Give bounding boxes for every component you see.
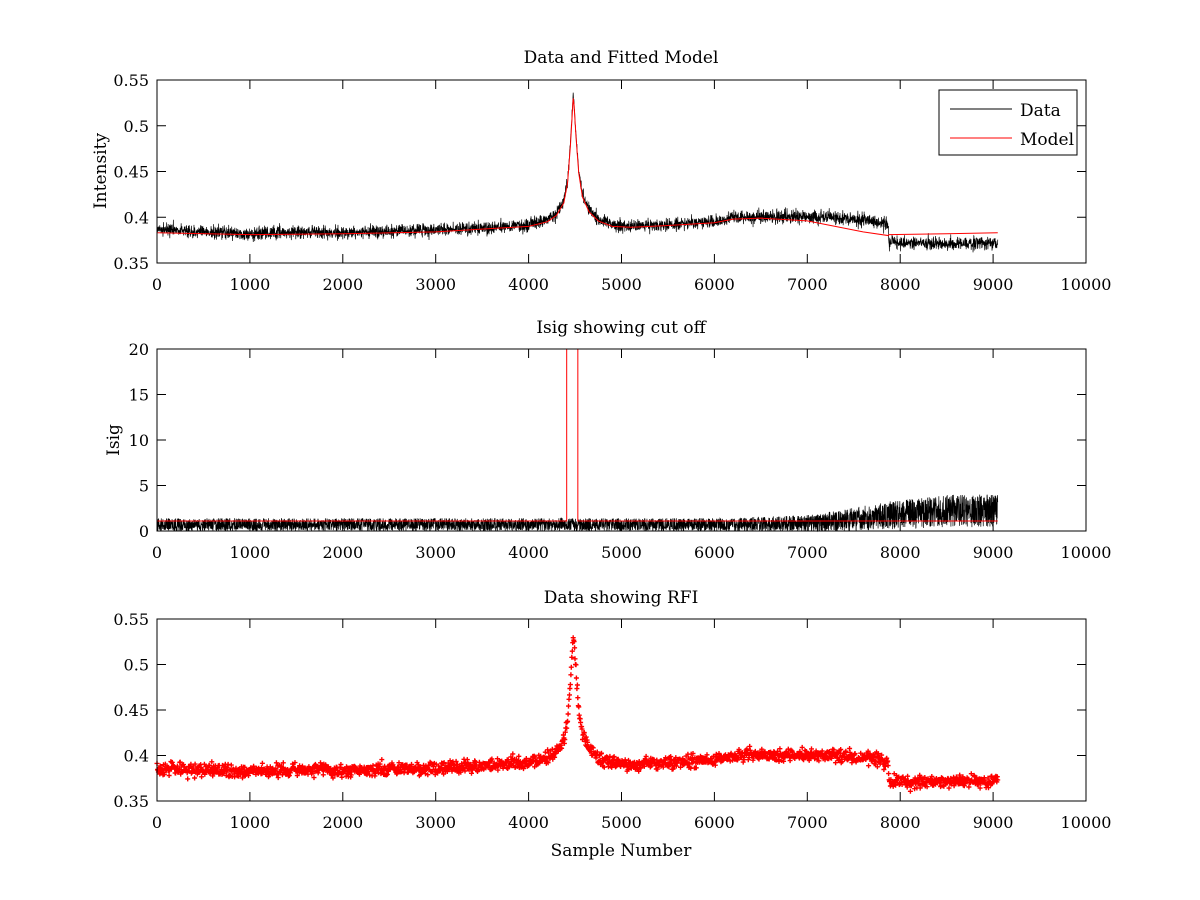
y-tick-label: 0 xyxy=(139,522,149,541)
y-tick-label: 15 xyxy=(129,386,149,405)
x-tick-label: 3000 xyxy=(415,543,456,562)
panel-rfi-title: Data showing RFI xyxy=(544,588,699,608)
y-tick-label: 10 xyxy=(129,431,149,450)
x-tick-label: 5000 xyxy=(601,543,642,562)
panel-isig-plot xyxy=(156,348,999,533)
legend-label-model: Model xyxy=(1020,130,1074,150)
x-tick-label: 0 xyxy=(152,543,162,562)
y-tick-label: 0.5 xyxy=(124,117,149,136)
x-tick-label: 0 xyxy=(152,813,162,832)
x-tick-label: 7000 xyxy=(787,543,828,562)
panel-intensity-title: Data and Fitted Model xyxy=(524,48,719,68)
panel-isig-title: Isig showing cut off xyxy=(536,318,707,338)
x-tick-label: 2000 xyxy=(322,275,363,294)
legend-label-data: Data xyxy=(1020,101,1061,121)
y-tick-label: 5 xyxy=(139,477,149,496)
x-tick-label: 8000 xyxy=(880,813,921,832)
x-tick-label: 10000 xyxy=(1061,275,1112,294)
y-tick-label: 0.4 xyxy=(124,747,149,766)
x-tick-label: 6000 xyxy=(694,275,735,294)
x-tick-label: 9000 xyxy=(973,813,1014,832)
legend: Data Model xyxy=(938,89,1078,156)
x-tick-label: 8000 xyxy=(880,275,921,294)
y-tick-label: 0.45 xyxy=(113,701,149,720)
panel-rfi-xlabel: Sample Number xyxy=(551,841,693,861)
x-tick-label: 6000 xyxy=(694,543,735,562)
x-tick-label: 7000 xyxy=(787,813,828,832)
y-tick-label: 0.55 xyxy=(113,610,149,629)
x-tick-label: 8000 xyxy=(880,543,921,562)
series-isig-line xyxy=(156,494,999,533)
y-tick-label: 0.35 xyxy=(113,792,149,811)
x-tick-label: 4000 xyxy=(508,813,549,832)
panel-rfi: Data showing RFI Sample Number 0 1000 2000… xyxy=(113,588,1111,861)
x-tick-label: 0 xyxy=(152,275,162,294)
y-tick-label: 0.4 xyxy=(124,208,149,227)
y-tick-label: 0.45 xyxy=(113,163,149,182)
panel-rfi-frame xyxy=(156,618,1087,802)
panel-intensity: Data and Fitted Model Intensity 0 1000 200… xyxy=(91,48,1111,294)
x-tick-label: 7000 xyxy=(787,275,828,294)
x-tick-label: 3000 xyxy=(415,813,456,832)
x-tick-label: 10000 xyxy=(1061,813,1112,832)
panel-isig-ylabel: Isig xyxy=(104,424,124,456)
y-tick-label: 0.35 xyxy=(113,254,149,273)
x-tick-label: 9000 xyxy=(973,275,1014,294)
series-cut-off-line xyxy=(157,348,998,522)
x-tick-label: 9000 xyxy=(973,543,1014,562)
x-tick-label: 10000 xyxy=(1061,543,1112,562)
x-tick-label: 1000 xyxy=(230,813,271,832)
x-tick-label: 1000 xyxy=(230,543,271,562)
panel-intensity-plot xyxy=(156,92,999,253)
x-tick-label: 2000 xyxy=(322,813,363,832)
y-tick-label: 20 xyxy=(129,340,149,359)
panel-intensity-ticks: 0 1000 2000 3000 4000 5000 6000 7000 8000 9000 100… xyxy=(113,71,1111,294)
y-tick-label: 0.5 xyxy=(124,656,149,675)
x-tick-label: 1000 xyxy=(230,275,271,294)
x-tick-label: 4000 xyxy=(508,543,549,562)
panel-isig: Isig showing cut off Isig 0 1000 2000 3000 4… xyxy=(104,318,1111,562)
x-tick-label: 5000 xyxy=(601,275,642,294)
x-tick-label: 4000 xyxy=(508,275,549,294)
panel-intensity-frame xyxy=(156,79,1087,264)
series-model-line xyxy=(156,98,998,237)
panel-intensity-ylabel: Intensity xyxy=(91,133,111,209)
panel-isig-frame xyxy=(156,348,1087,532)
x-tick-label: 5000 xyxy=(601,813,642,832)
y-tick-label: 0.55 xyxy=(113,71,149,90)
x-tick-label: 6000 xyxy=(694,813,735,832)
legend-box xyxy=(938,89,1078,156)
x-tick-label: 3000 xyxy=(415,275,456,294)
x-tick-label: 2000 xyxy=(322,543,363,562)
